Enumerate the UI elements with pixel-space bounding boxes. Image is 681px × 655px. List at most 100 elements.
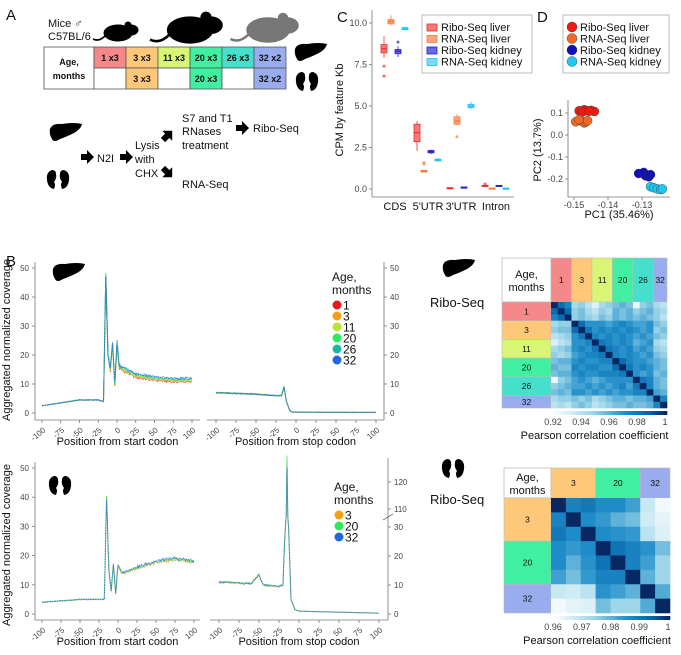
heatmap-cell [564,320,572,328]
legend-label: 3 [343,310,350,324]
heatmap-cell [632,376,641,384]
heatmap-cell [591,320,600,328]
heatmap-cell [660,320,668,328]
liver-icon [294,43,327,61]
heatmap-cell [632,401,641,409]
colorbar-segment [619,616,623,620]
heatmap-cell [619,302,627,309]
colorbar-segment [640,616,644,620]
heatmap-cell [605,326,613,334]
heatmap-cell [655,541,671,556]
pca-point [574,114,584,125]
x-tick-label: -0.15 [564,200,585,210]
box-outlier [422,160,426,164]
colorbar-segment [664,616,668,620]
colorbar-segment [652,411,656,415]
heatmap-header-label: months [508,282,545,294]
panel-label-c: C [337,9,348,26]
colorbar-segment [617,411,621,415]
legend-title: months [332,283,371,297]
heatmap-cell [612,389,620,396]
age-cell [253,67,287,90]
heatmap-cell [565,512,582,528]
heatmap-cell [660,364,668,371]
heatmap-cell [551,584,567,599]
rnase-label-2: RNases [182,126,222,138]
heatmap-cell [598,351,606,359]
coverage-line-age-20 [41,495,195,604]
e-kidney-title: Ribo-Seq [430,492,484,507]
heatmap-cell [578,351,586,359]
heatmap-cell [610,498,626,513]
heatmap-column-group [595,467,641,499]
x-tick-label: 0 [114,625,124,635]
colorbar-segment [582,411,587,415]
heatmap-cell [639,370,647,378]
heatmap-cell [595,569,611,585]
heatmap-cell [565,584,582,599]
heatmap-cell [625,512,641,528]
age-cell [221,67,255,90]
heatmap-cell [564,358,572,365]
heatmap-column-label: 32 [655,275,665,285]
legend-label: 3 [345,509,352,523]
n2i-label: N2I [97,153,114,165]
heatmap-cell [591,308,600,315]
heatmap-cell [639,389,647,396]
heatmap-cell [626,351,634,359]
heatmap-cell [595,584,611,599]
heatmap-cell [578,308,586,315]
heatmap-cell [610,584,626,599]
heatmap-cell [591,351,600,359]
heatmap-cell [660,389,668,396]
colorbar-label: Pearson correlation coefficient [523,635,671,647]
pca-scatter: -0.15 -0.14 -0.13 -0.2 -0.1 0.0 0.1 Ribo-Seq li… [547,14,670,210]
colorbar-segment [661,616,665,620]
heatmap-cell [646,302,654,309]
colorbar-tick-label: 0.97 [573,622,591,632]
heatmap-cell [632,302,641,309]
heatmap-cell [557,364,565,371]
box-outlier [483,182,487,186]
heatmap-cell [564,345,572,353]
heatmap-cell [585,401,593,409]
heatmap-cell [619,308,627,315]
colorbar-segment [614,411,618,415]
heatmap-cell [571,376,579,384]
heatmap-cell [578,401,586,409]
category-label: 3'UTR [446,201,477,213]
heatmap-cell [646,314,654,322]
colorbar-segment [603,411,607,415]
heatmap-cell [605,302,613,309]
heatmap-cell [660,395,668,403]
table-header-age: Age, [59,57,79,67]
heatmap-cell [598,320,606,328]
heatmap-cell [564,314,572,322]
heatmap-cell [591,383,600,390]
heatmap-cell [612,302,620,309]
x-tick-label: 100 [181,425,197,441]
heatmap-column-label: 3 [571,478,576,488]
colorbar-segment [613,616,617,620]
colorbar-segment [571,411,575,415]
legend-marker-age-3 [332,311,342,321]
heatmap-cell [565,598,582,614]
colorbar-segment [652,616,656,620]
heatmap-cell [551,389,559,396]
colorbar-segment [637,616,641,620]
kidney-icon [295,72,319,91]
heatmap-column-label: 1 [559,275,564,285]
colorbar-segment [606,411,610,415]
heatmap-cell [626,401,634,409]
heatmap-cell [619,339,627,346]
heatmap-cell [632,364,641,371]
heatmap-cell [591,339,600,346]
heatmap-cell [557,345,565,353]
heatmap-cell [564,401,572,409]
y-tick-label: 110 [394,505,407,514]
heatmap-cell [564,389,572,396]
heatmap-cell [595,541,611,556]
heatmap-row-label: 32 [523,594,533,604]
rnase-label-3: treatment [182,140,228,152]
y-tick-label: 0 [25,610,30,619]
